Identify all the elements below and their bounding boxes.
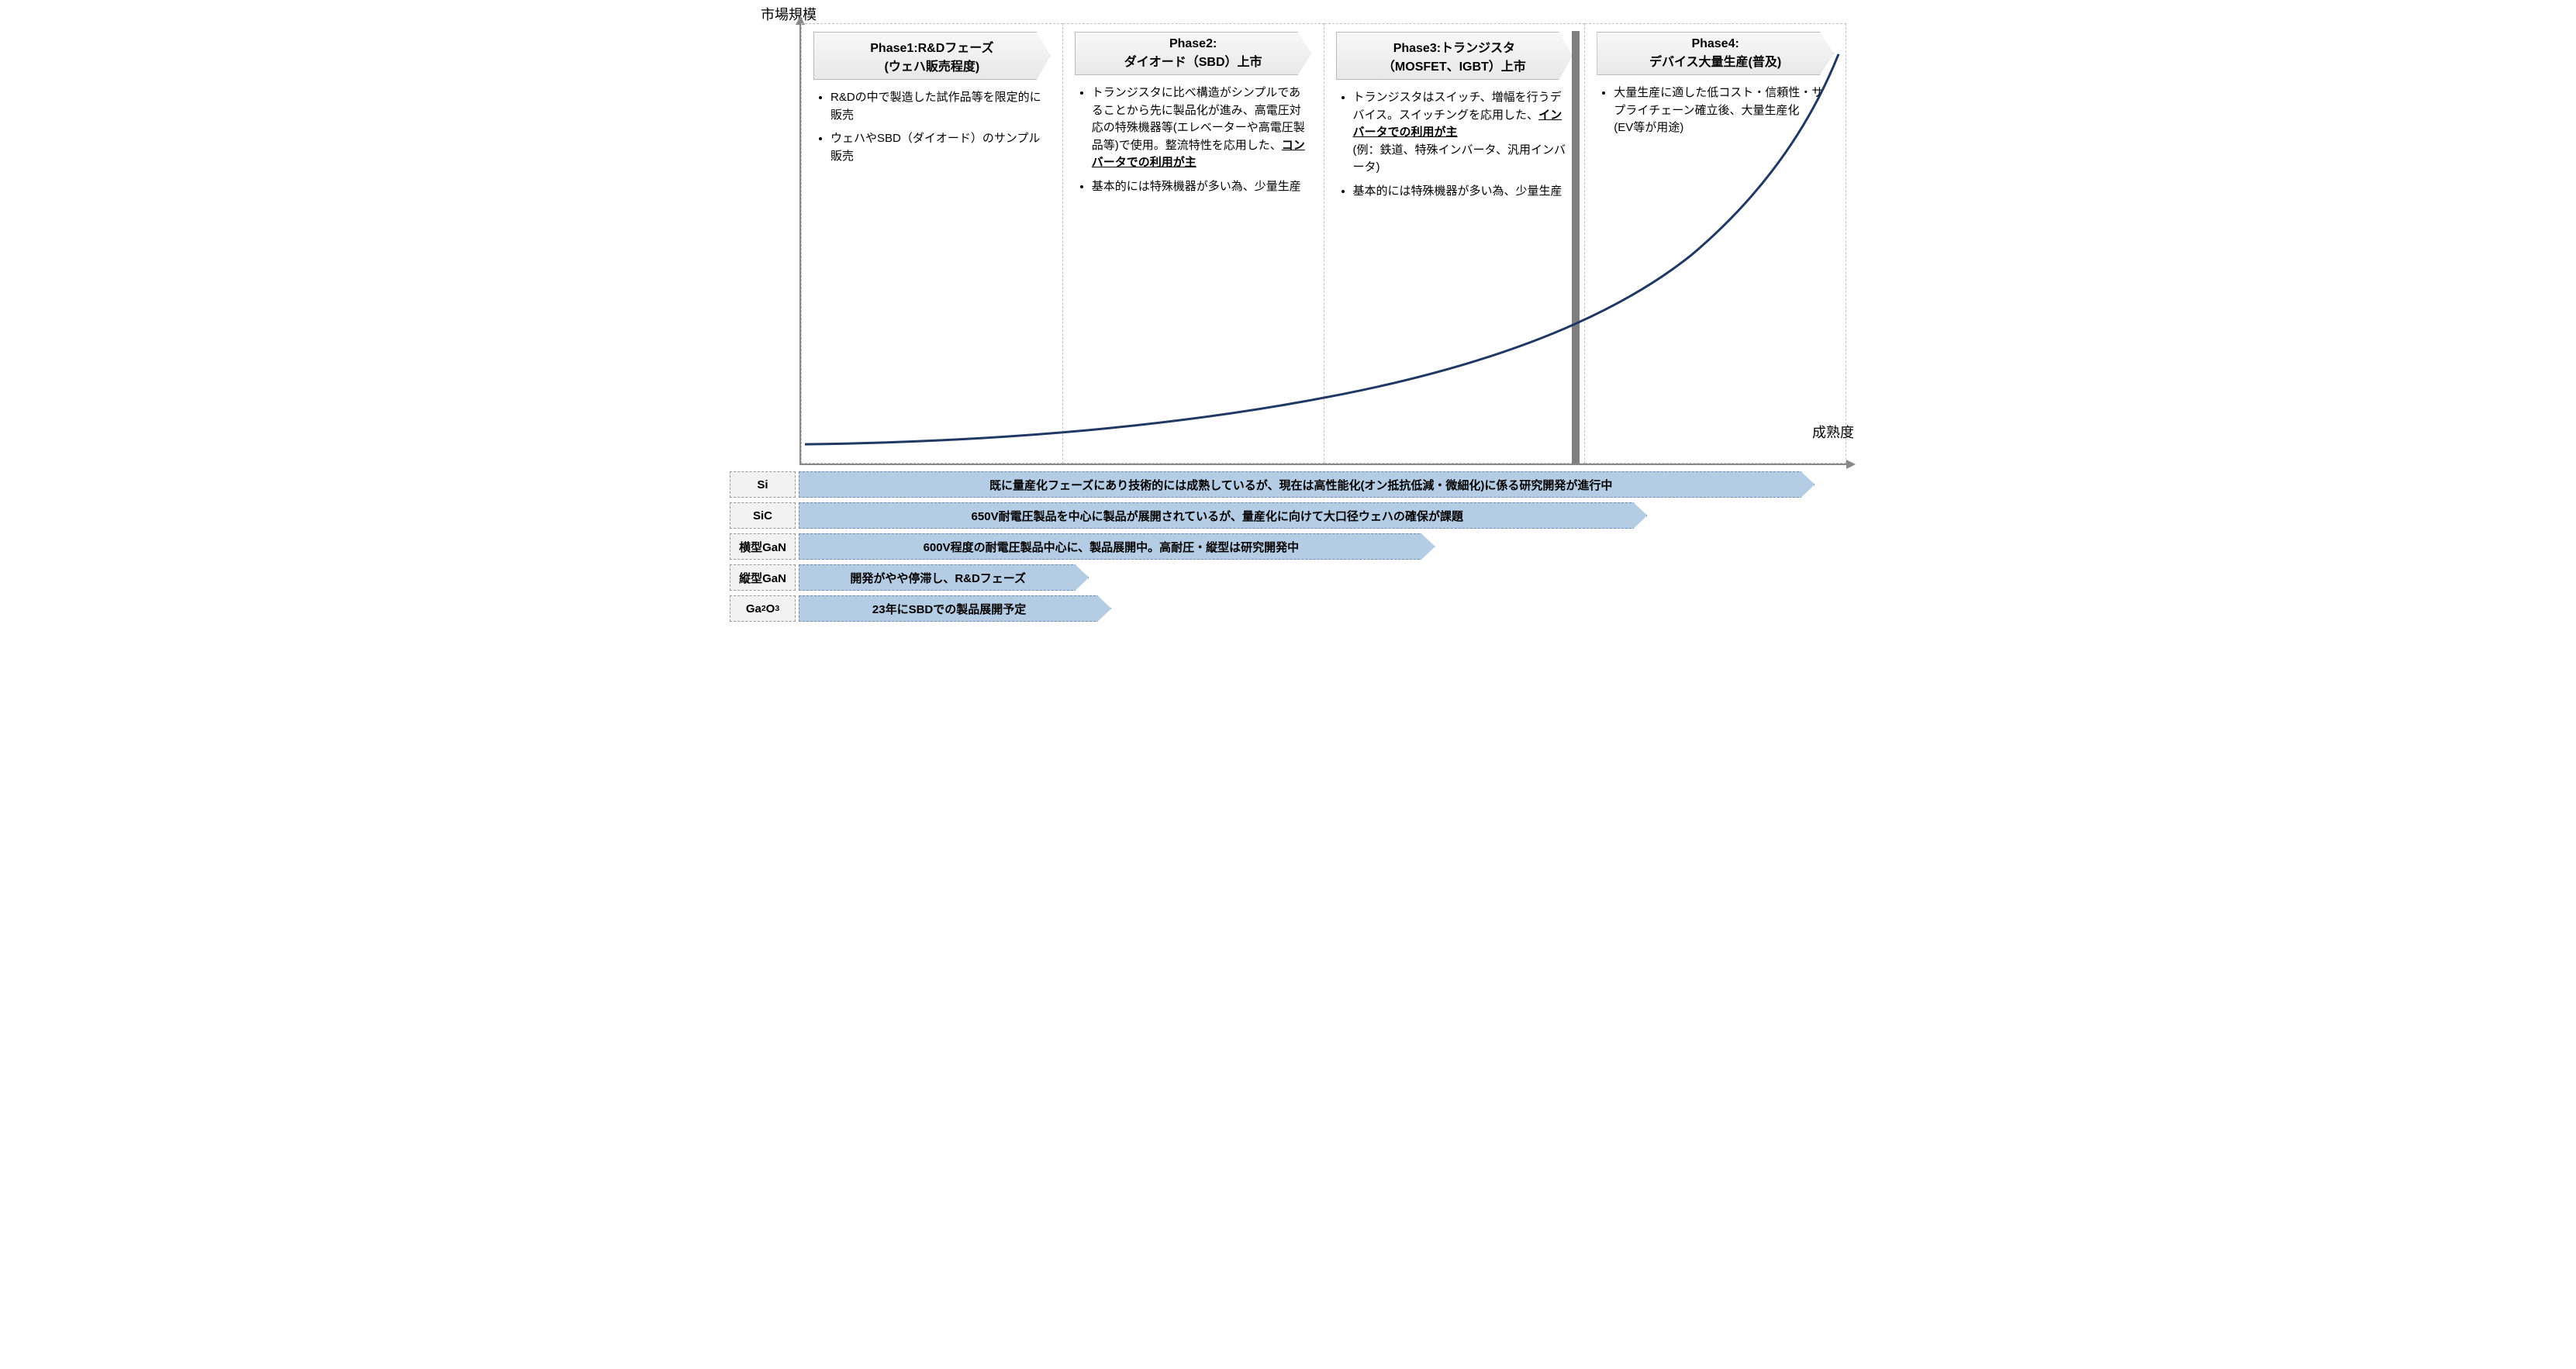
material-label: Si bbox=[730, 471, 796, 498]
phase-column-3: Phase3:トランジスタ（MOSFET、IGBT）上市トランジスタはスイッチ、… bbox=[1324, 23, 1586, 464]
x-axis-label: 成熟度 bbox=[1812, 422, 1854, 442]
material-row: 縦型GaN開発がやや停滞し、R&Dフェーズ bbox=[730, 564, 1846, 591]
phase-bullets: R&Dの中で製造した試作品等を限定的に販売ウェハやSBD（ダイオード）のサンプル… bbox=[813, 89, 1051, 165]
phase-bullets: 大量生産に適した低コスト・信頼性・サプライチェーン確立後、大量生産化(EV等が用… bbox=[1597, 84, 1834, 137]
material-row: Si既に量産化フェーズにあり技術的には成熟しているが、現在は高性能化(オン抵抗低… bbox=[730, 471, 1846, 498]
material-bar: 650V耐電圧製品を中心に製品が展開されているが、量産化に向けて大口径ウェハの確… bbox=[799, 502, 1647, 529]
material-bar: 開発がやや停滞し、R&Dフェーズ bbox=[799, 564, 1089, 591]
materials-list: Si既に量産化フェーズにあり技術的には成熟しているが、現在は高性能化(オン抵抗低… bbox=[730, 471, 1846, 622]
phase-column-2: Phase2:ダイオード（SBD）上市トランジスタに比べ構造がシンプルであること… bbox=[1063, 23, 1324, 464]
material-label: 縦型GaN bbox=[730, 564, 796, 591]
phase-header: Phase3:トランジスタ（MOSFET、IGBT）上市 bbox=[1336, 32, 1573, 80]
phase-columns: Phase1:R&Dフェーズ(ウェハ販売程度) R&Dの中で製造した試作品等を限定… bbox=[801, 23, 1846, 464]
material-row: SiC650V耐電圧製品を中心に製品が展開されているが、量産化に向けて大口径ウェ… bbox=[730, 502, 1846, 529]
material-label: SiC bbox=[730, 502, 796, 529]
material-label: Ga2O3 bbox=[730, 595, 796, 622]
diagram-root: 市場規模 Phase1:R&Dフェーズ(ウェハ販売程度)R&Dの中で製造した試作… bbox=[730, 23, 1846, 622]
phase-bullets: トランジスタに比べ構造がシンプルであることから先に製品化が進み、高電圧対応の特殊… bbox=[1075, 84, 1312, 195]
chart-area: Phase1:R&Dフェーズ(ウェハ販売程度) R&Dの中で製造した試作品等を限定… bbox=[799, 23, 1846, 465]
phase-bullet: 基本的には特殊機器が多い為、少量生産 bbox=[1353, 183, 1573, 201]
phase-header: Phase1:R&Dフェーズ(ウェハ販売程度) bbox=[813, 32, 1051, 80]
phase-column-1: Phase1:R&Dフェーズ(ウェハ販売程度) R&Dの中で製造した試作品等を限定… bbox=[801, 23, 1063, 464]
material-bar: 600V程度の耐電圧製品中心に、製品展開中。高耐圧・縦型は研究開発中 bbox=[799, 533, 1435, 560]
maturity-divider-bar bbox=[1572, 31, 1580, 464]
phase-bullet: R&Dの中で製造した試作品等を限定的に販売 bbox=[830, 89, 1051, 124]
phase-header: Phase4:デバイス大量生産(普及) bbox=[1597, 32, 1834, 75]
phase-column-4: Phase4:デバイス大量生産(普及) 大量生産に適した低コスト・信頼性・サプライ… bbox=[1585, 23, 1846, 464]
material-row: 横型GaN600V程度の耐電圧製品中心に、製品展開中。高耐圧・縦型は研究開発中 bbox=[730, 533, 1846, 560]
material-bar: 23年にSBDでの製品展開予定 bbox=[799, 595, 1111, 622]
phase-bullet: トランジスタはスイッチ、増幅を行うデバイス。スイッチングを応用した、インバータで… bbox=[1353, 89, 1573, 177]
phase-bullet: 基本的には特殊機器が多い為、少量生産 bbox=[1092, 178, 1312, 196]
material-bar: 既に量産化フェーズにあり技術的には成熟しているが、現在は高性能化(オン抵抗低減・… bbox=[799, 471, 1815, 498]
phase-bullets: トランジスタはスイッチ、増幅を行うデバイス。スイッチングを応用した、インバータで… bbox=[1336, 89, 1573, 200]
x-axis-arrow-icon bbox=[1846, 460, 1856, 469]
phase-bullet: トランジスタに比べ構造がシンプルであることから先に製品化が進み、高電圧対応の特殊… bbox=[1092, 84, 1312, 172]
material-label: 横型GaN bbox=[730, 533, 796, 560]
y-axis-label: 市場規模 bbox=[761, 4, 817, 24]
phase-bullet: 大量生産に適した低コスト・信頼性・サプライチェーン確立後、大量生産化(EV等が用… bbox=[1614, 84, 1834, 137]
material-row: Ga2O323年にSBDでの製品展開予定 bbox=[730, 595, 1846, 622]
phase-bullet: ウェハやSBD（ダイオード）のサンプル販売 bbox=[830, 130, 1051, 165]
phase-header: Phase2:ダイオード（SBD）上市 bbox=[1075, 32, 1312, 75]
